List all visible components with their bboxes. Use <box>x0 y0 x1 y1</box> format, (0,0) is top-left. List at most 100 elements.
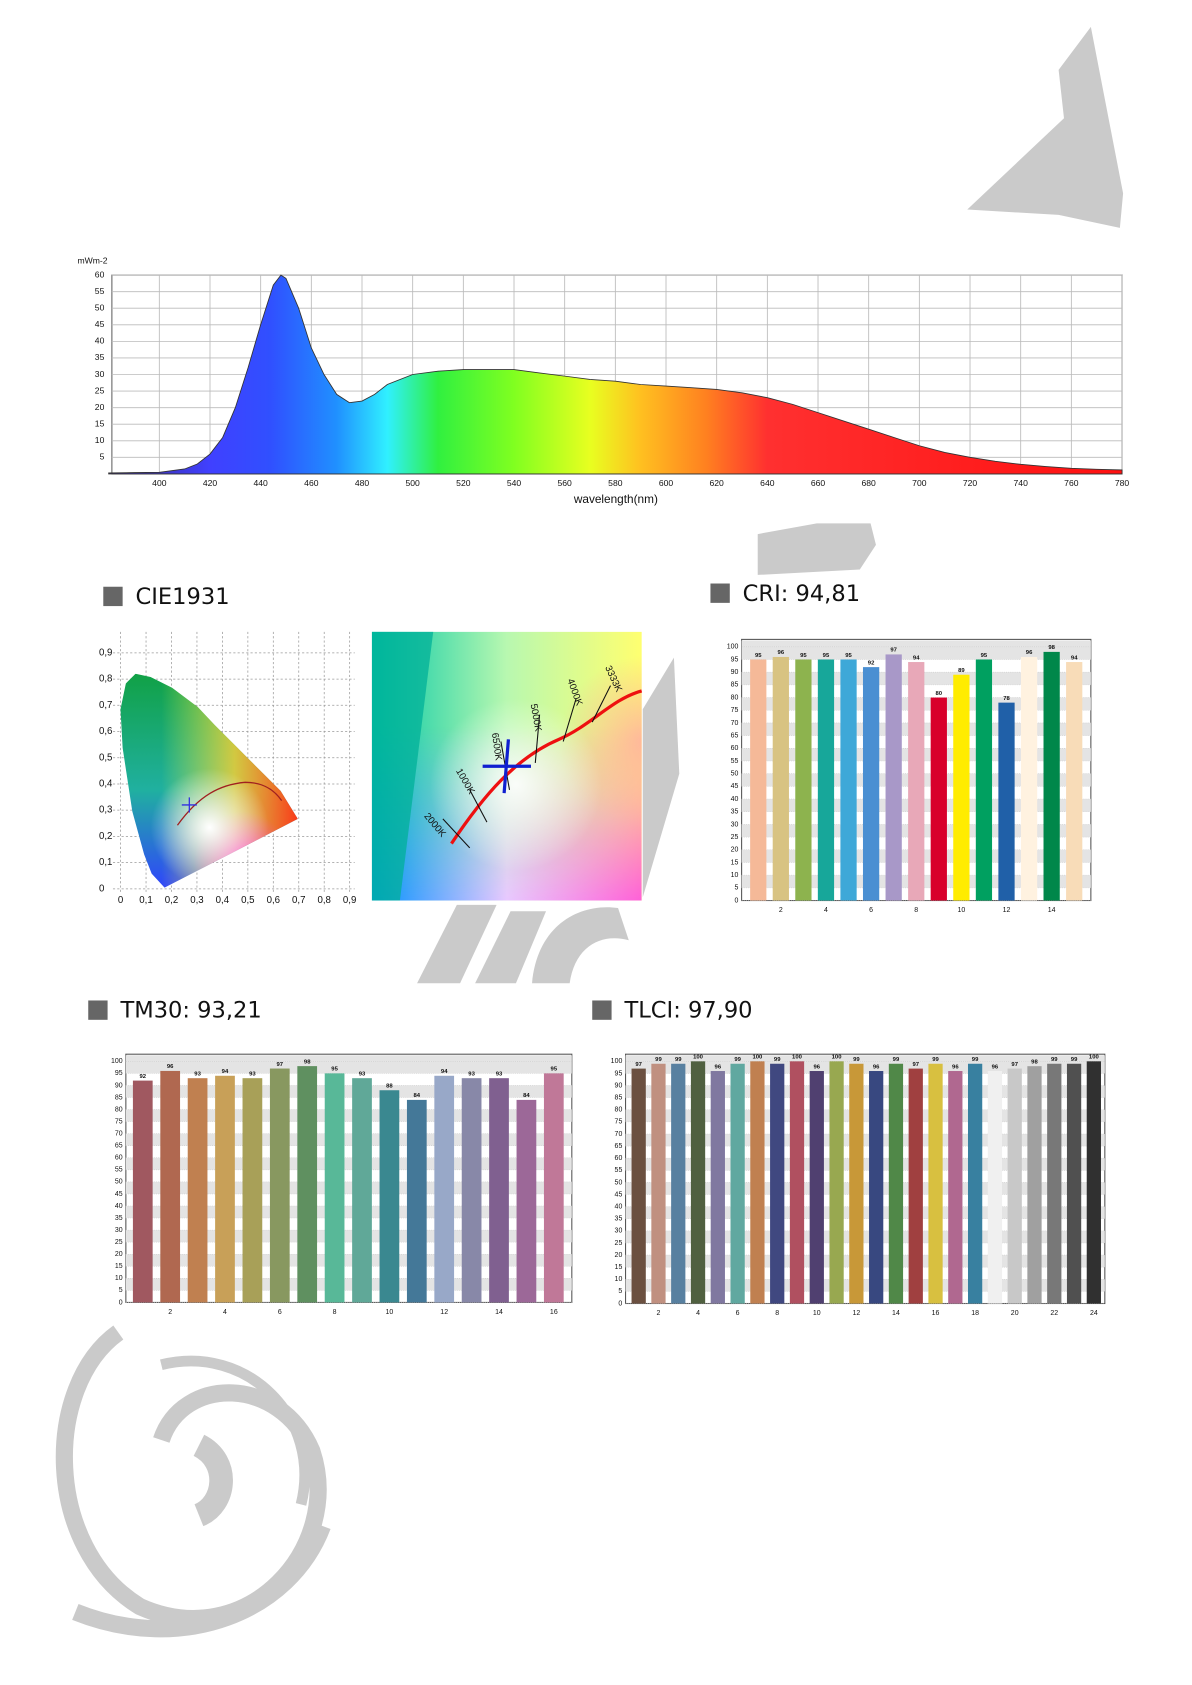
y-tick-label: 15 <box>115 1263 123 1270</box>
y-tick-label: 50 <box>731 771 739 778</box>
x-tick-label: 12 <box>852 1310 860 1317</box>
value-label: 95 <box>981 653 988 659</box>
y-tick-label: 30 <box>115 1227 123 1234</box>
x-axis-label: wavelength(nm) <box>573 492 658 506</box>
y-tick-label: 0,1 <box>99 857 112 868</box>
y-tick-label: 20 <box>731 847 739 854</box>
y-tick-label: 55 <box>95 286 105 296</box>
value-label: 96 <box>778 650 785 656</box>
x-tick-label: 2 <box>657 1310 661 1317</box>
x-tick-label: 12 <box>1003 907 1011 914</box>
cct-label: 6500K <box>489 732 504 762</box>
y-tick-label: 60 <box>95 269 105 279</box>
plot-band <box>625 1158 1105 1171</box>
y-tick-label: 30 <box>615 1228 623 1235</box>
bar <box>1020 656 1038 901</box>
bar <box>772 656 789 901</box>
x-tick-label: 720 <box>963 478 978 488</box>
y-tick-label: 55 <box>615 1167 623 1174</box>
value-label: 96 <box>1026 650 1033 656</box>
plot-band <box>625 1182 1105 1195</box>
bar <box>631 1068 646 1304</box>
y-tick-label: 0,5 <box>99 752 112 763</box>
x-tick-label: 4 <box>696 1310 700 1317</box>
value-label: 97 <box>277 1062 284 1068</box>
y-tick-label: 95 <box>615 1070 623 1077</box>
cri-chart: CRI: 94,81 0 5 10 15 20 25 30 35 40 45 50 55 60 65 70 75… <box>710 581 1092 914</box>
bar <box>215 1075 235 1303</box>
x-tick-label: 10 <box>386 1309 394 1316</box>
y-tick-label: 30 <box>731 821 739 828</box>
y-tick-label: 90 <box>115 1082 123 1089</box>
value-label: 95 <box>845 653 852 659</box>
bar <box>849 1063 864 1304</box>
bar <box>750 1061 765 1304</box>
value-label: 99 <box>1051 1057 1058 1063</box>
value-label: 99 <box>893 1057 900 1063</box>
bar <box>1007 1068 1022 1304</box>
spectral-locus <box>120 673 298 888</box>
y-tick-label: 10 <box>115 1275 123 1282</box>
plot-band <box>625 1279 1105 1292</box>
x-tick-label: 6 <box>278 1309 282 1316</box>
y-tick-label: 60 <box>731 745 739 752</box>
x-tick-label: 4 <box>824 907 828 914</box>
plot-band <box>741 640 1091 647</box>
bar <box>516 1099 537 1303</box>
section-heading: CRI: 94,81 <box>743 581 860 607</box>
bar <box>242 1078 263 1303</box>
value-label: 95 <box>331 1067 338 1073</box>
x-tick-label: 10 <box>957 907 965 914</box>
x-tick-label: 620 <box>710 478 725 488</box>
x-tick-label: 8 <box>914 907 918 914</box>
y-tick-label: 55 <box>731 758 739 765</box>
x-tick-label: 0 <box>118 895 123 906</box>
y-tick-label: 0,6 <box>99 726 112 737</box>
bar <box>297 1066 318 1303</box>
bar <box>543 1073 564 1303</box>
value-label: 89 <box>958 668 965 674</box>
y-tick-label: 90 <box>731 669 739 676</box>
x-tick-label: 0,8 <box>317 895 330 906</box>
section-heading: TLCI: 97,90 <box>623 998 752 1024</box>
x-tick-label: 0,1 <box>139 895 152 906</box>
bar <box>928 1063 943 1304</box>
y-tick-label: 35 <box>95 352 105 362</box>
bar <box>1066 662 1083 901</box>
y-tick-label: 30 <box>95 369 105 379</box>
x-tick-label: 460 <box>304 478 319 488</box>
x-tick-label: 16 <box>550 1309 558 1316</box>
plot-band <box>125 1061 572 1074</box>
x-tick-label: 440 <box>254 478 269 488</box>
bar <box>379 1090 400 1303</box>
x-tick-label: 10 <box>813 1310 821 1317</box>
x-tick-label: 580 <box>608 478 623 488</box>
bar <box>908 662 925 901</box>
plot-band <box>625 1061 1105 1074</box>
y-tick-label: 20 <box>95 402 105 412</box>
y-tick-label: 85 <box>615 1094 623 1101</box>
bar <box>324 1073 345 1303</box>
bar <box>1027 1066 1042 1304</box>
bar <box>690 1061 706 1304</box>
x-tick-label: 0,2 <box>165 895 178 906</box>
value-label: 94 <box>222 1069 229 1075</box>
plot-band <box>125 1205 572 1219</box>
y-tick-label: 20 <box>615 1252 623 1259</box>
y-tick-label: 85 <box>731 682 739 689</box>
x-tick-label: 700 <box>912 478 927 488</box>
plot-band <box>625 1255 1105 1268</box>
value-label: 94 <box>441 1069 448 1075</box>
x-tick-label: 18 <box>971 1310 979 1317</box>
section-heading: TM30: 93,21 <box>119 998 261 1024</box>
value-label: 99 <box>932 1057 939 1063</box>
x-tick-label: 6 <box>736 1310 740 1317</box>
x-tick-label: 12 <box>440 1309 448 1316</box>
x-tick-label: 0,5 <box>241 895 254 906</box>
bar <box>987 1071 1003 1304</box>
section-heading: CIE1931 <box>136 584 230 610</box>
bar <box>651 1063 666 1304</box>
value-label: 95 <box>823 653 830 659</box>
